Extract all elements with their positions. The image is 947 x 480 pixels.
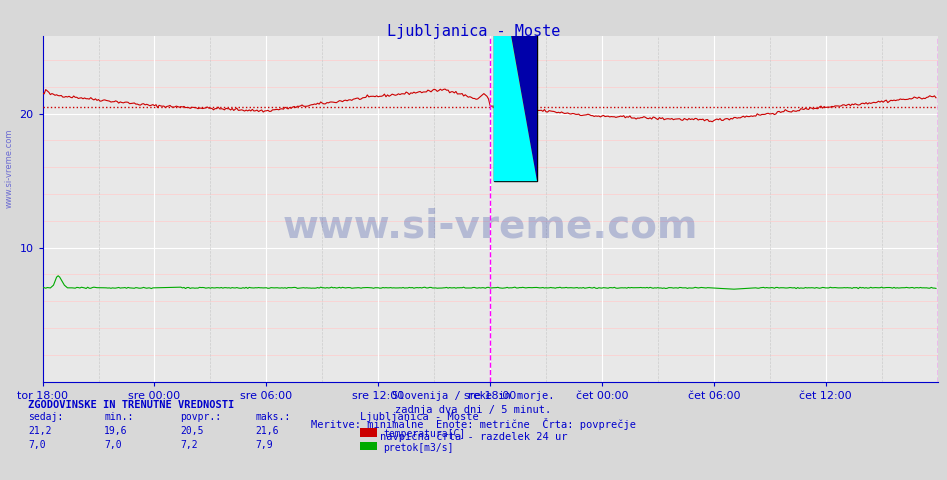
Text: ZGODOVINSKE IN TRENUTNE VREDNOSTI: ZGODOVINSKE IN TRENUTNE VREDNOSTI	[28, 400, 235, 410]
Text: www.si-vreme.com: www.si-vreme.com	[282, 207, 698, 245]
Text: Slovenija / reke in morje.: Slovenija / reke in morje.	[392, 391, 555, 401]
Text: 19,6: 19,6	[104, 426, 128, 436]
Text: temperatura[C]: temperatura[C]	[384, 430, 466, 439]
Text: Ljubljanica - Moste: Ljubljanica - Moste	[360, 412, 478, 422]
Text: 7,0: 7,0	[28, 440, 46, 450]
Polygon shape	[493, 0, 537, 181]
Text: navpična črta - razdelek 24 ur: navpična črta - razdelek 24 ur	[380, 432, 567, 442]
Text: 21,2: 21,2	[28, 426, 52, 436]
Text: 21,6: 21,6	[256, 426, 279, 436]
FancyBboxPatch shape	[493, 0, 537, 181]
Text: min.:: min.:	[104, 412, 134, 422]
Text: 7,2: 7,2	[180, 440, 198, 450]
Text: sedaj:: sedaj:	[28, 412, 63, 422]
Text: Meritve: minimalne  Enote: metrične  Črta: povprečje: Meritve: minimalne Enote: metrične Črta:…	[311, 418, 636, 430]
Text: www.si-vreme.com: www.si-vreme.com	[5, 128, 14, 208]
Text: 7,9: 7,9	[256, 440, 274, 450]
Text: povpr.:: povpr.:	[180, 412, 221, 422]
Polygon shape	[493, 0, 537, 181]
Text: 20,5: 20,5	[180, 426, 204, 436]
Text: 7,0: 7,0	[104, 440, 122, 450]
Text: Ljubljanica - Moste: Ljubljanica - Moste	[386, 24, 561, 39]
Text: pretok[m3/s]: pretok[m3/s]	[384, 443, 454, 453]
Text: maks.:: maks.:	[256, 412, 291, 422]
Text: zadnja dva dni / 5 minut.: zadnja dva dni / 5 minut.	[396, 405, 551, 415]
